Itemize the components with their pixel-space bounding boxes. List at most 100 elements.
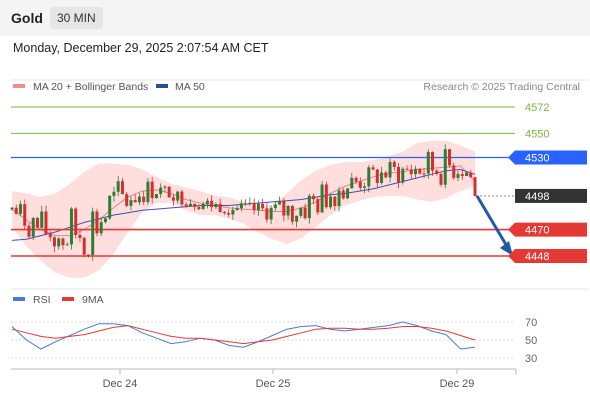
candle (460, 170, 464, 180)
candle (371, 164, 375, 171)
candle (456, 170, 460, 182)
level-4530-tag (508, 150, 587, 165)
level-4470-label: 4470 (525, 225, 549, 237)
candle (167, 186, 171, 198)
candle (418, 168, 422, 175)
candle (380, 166, 384, 185)
candle (103, 216, 107, 224)
level-4550-label: 4550 (525, 128, 549, 140)
candle (74, 207, 78, 239)
candle (448, 148, 452, 169)
legend-ma20: MA 20 + Bollinger Bands (33, 81, 148, 93)
candle (91, 207, 95, 261)
candle (61, 237, 65, 250)
candle (337, 187, 341, 212)
candle (244, 199, 248, 207)
legend-ma20-swatch (13, 84, 25, 88)
candle (65, 242, 69, 246)
top-bar: Gold 30 MIN (0, 0, 590, 36)
datetime-label: Monday, December 29, 2025 2:07:54 AM CET (13, 41, 269, 55)
candle (414, 165, 418, 178)
candle (129, 195, 133, 211)
candle (10, 207, 14, 211)
candle (218, 198, 222, 213)
level-4498-label: 4498 (525, 191, 549, 203)
candle (82, 236, 86, 258)
candle (439, 171, 443, 187)
candle (290, 204, 294, 225)
candle (193, 203, 197, 211)
projection-arrow (475, 195, 513, 256)
candle (35, 216, 39, 229)
ma50-line (11, 168, 476, 241)
candle (282, 198, 286, 222)
candle (142, 190, 146, 205)
candle (108, 195, 112, 220)
level-labels: 4572 4550 4530 4498 4470 4448 (508, 102, 587, 263)
candle (329, 193, 333, 210)
rsi-line (11, 321, 476, 350)
candle (150, 177, 154, 204)
candle (269, 205, 273, 225)
candle (197, 204, 201, 210)
projection-arrow-shaft (475, 195, 510, 249)
legend-9ma-swatch (62, 297, 74, 301)
candle (452, 162, 456, 180)
time-axis: Dec 24 Dec 25 Dec 29 (11, 368, 517, 390)
candle (256, 200, 260, 217)
candle (31, 217, 35, 241)
candle (465, 172, 469, 176)
legend-ma50-swatch (156, 84, 168, 88)
candle (44, 205, 48, 236)
candle (316, 197, 320, 215)
candle (120, 177, 124, 195)
legend-9ma: 9MA (82, 294, 104, 306)
x-tick-label: Dec 25 (256, 378, 291, 390)
candle (346, 188, 350, 200)
candle (231, 206, 235, 220)
candle (358, 177, 362, 191)
projection-arrow-head (500, 241, 513, 256)
x-tick-label: Dec 24 (103, 378, 138, 390)
candle (57, 237, 61, 250)
candle (409, 164, 413, 179)
timeframe-badge[interactable]: 30 MIN (50, 7, 103, 29)
candle (278, 196, 282, 205)
candle (214, 202, 218, 210)
candle (248, 197, 252, 207)
candle (426, 149, 430, 179)
candle (171, 194, 175, 206)
candle (86, 254, 90, 258)
candle (375, 168, 379, 188)
candle (188, 199, 192, 207)
candle (405, 165, 409, 171)
candle (341, 188, 345, 200)
candles (10, 144, 477, 261)
candle (227, 209, 231, 218)
level-4498-tag (515, 188, 587, 203)
candle (40, 205, 44, 229)
source-label: Research © 2025 Trading Central (423, 81, 580, 93)
candle (431, 151, 435, 176)
candle (312, 193, 316, 205)
candle (48, 230, 52, 242)
candle (69, 207, 73, 250)
legend-rsi-swatch (13, 297, 25, 301)
candle (388, 158, 392, 183)
symbol-title: Gold (11, 10, 43, 26)
candle (443, 144, 447, 189)
candle (422, 168, 426, 179)
candle (286, 205, 290, 220)
candle (265, 202, 269, 223)
candle (210, 195, 214, 212)
candle (307, 193, 311, 224)
candle (176, 190, 180, 204)
candle (401, 166, 405, 185)
rsi-tick-30: 30 (525, 353, 537, 365)
candle (99, 217, 103, 237)
candle (116, 176, 120, 197)
candle (261, 198, 265, 211)
level-4448-tag (508, 249, 587, 263)
candle (159, 183, 163, 198)
candle (95, 208, 99, 237)
